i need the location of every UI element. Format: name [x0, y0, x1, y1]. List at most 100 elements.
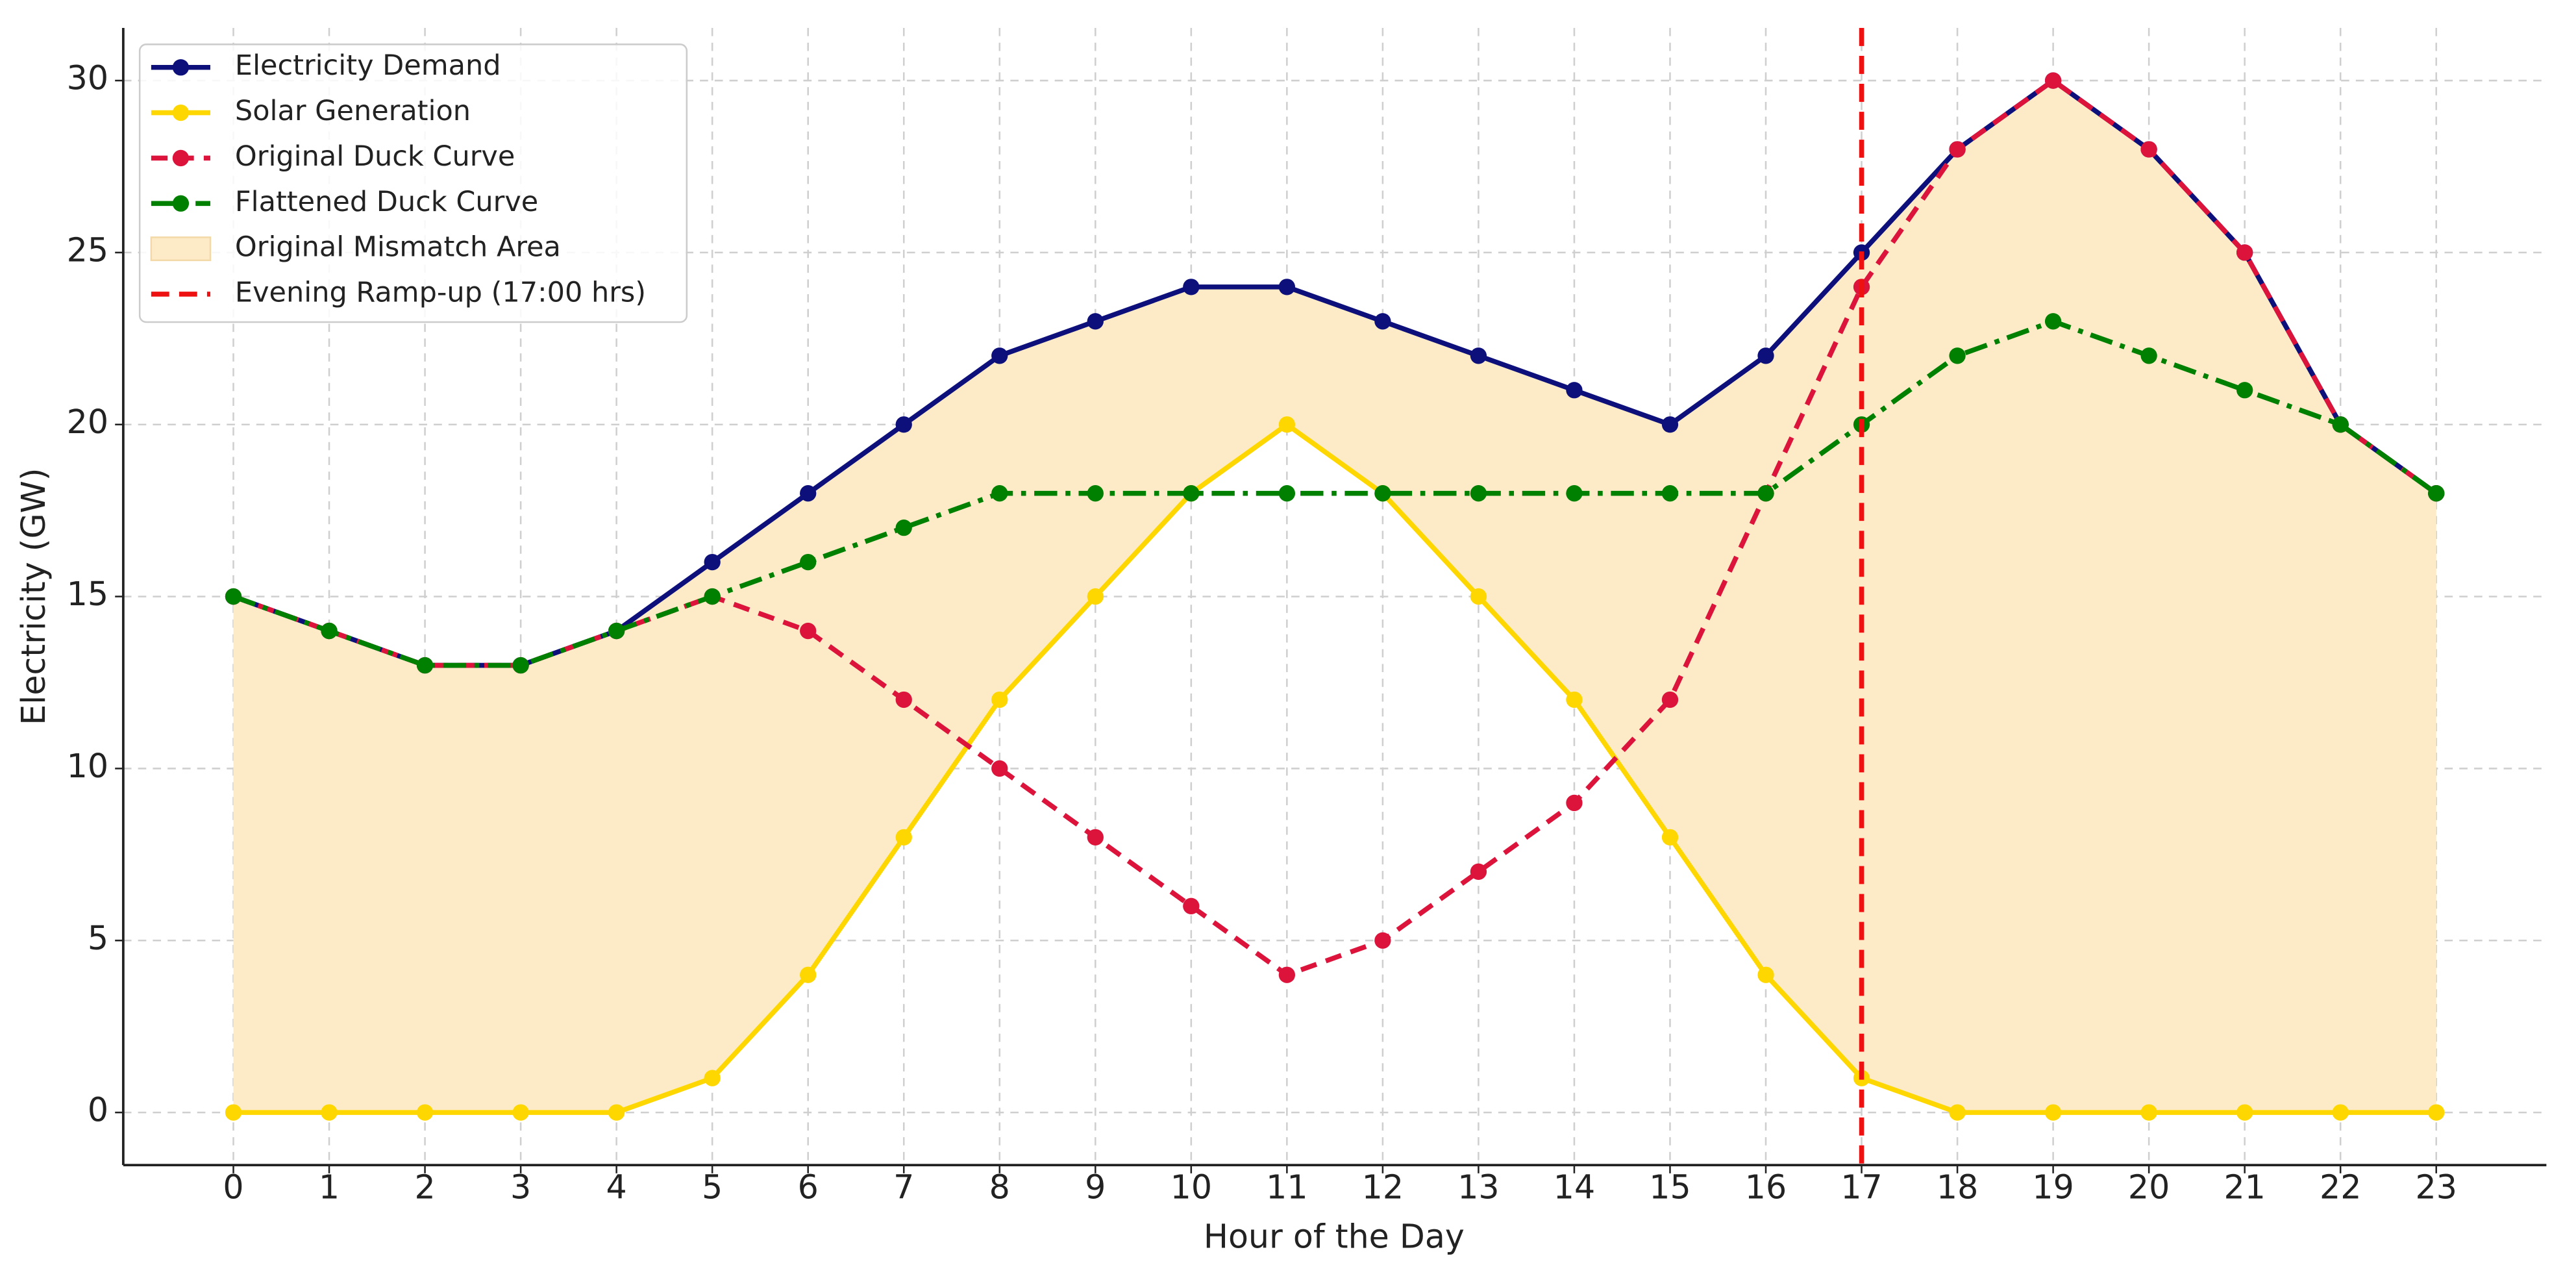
- legend-label: Evening Ramp-up (17:00 hrs): [235, 276, 646, 308]
- legend-label: Electricity Demand: [235, 49, 501, 82]
- legend-swatch: [150, 236, 212, 262]
- point: [1374, 313, 1391, 330]
- x-tick-label: 11: [1266, 1168, 1307, 1207]
- x-tick-label: 10: [1170, 1168, 1212, 1207]
- y-tick-label: 10: [67, 747, 108, 785]
- legend-label: Original Duck Curve: [235, 140, 515, 173]
- point: [1566, 794, 1583, 812]
- x-tick-label: 15: [1649, 1168, 1690, 1207]
- point: [608, 1104, 625, 1121]
- point: [895, 519, 912, 536]
- legend-marker: [172, 195, 190, 212]
- point: [895, 416, 912, 433]
- y-tick-label: 25: [67, 231, 108, 269]
- point: [1661, 691, 1679, 708]
- point: [512, 657, 529, 674]
- point: [1278, 279, 1296, 295]
- point: [1661, 829, 1679, 846]
- point: [2044, 1104, 2062, 1121]
- x-tick-label: 14: [1554, 1168, 1595, 1207]
- point: [2044, 313, 2062, 330]
- point: [2236, 244, 2253, 261]
- x-tick-label: 4: [606, 1168, 627, 1207]
- x-tick-label: 17: [1840, 1168, 1882, 1207]
- legend-marker: [172, 104, 190, 121]
- point: [1661, 485, 1679, 502]
- series-line: [232, 77, 2438, 978]
- point: [321, 622, 338, 640]
- point: [991, 485, 1008, 502]
- point: [1087, 485, 1104, 502]
- point: [225, 1104, 242, 1121]
- point: [1278, 416, 1296, 433]
- legend-label: Solar Generation: [235, 95, 471, 127]
- legend-marker: [172, 59, 190, 76]
- x-tick-label: 8: [989, 1168, 1010, 1207]
- point: [800, 622, 817, 640]
- x-tick-label: 2: [414, 1168, 435, 1207]
- point: [2236, 382, 2253, 399]
- point: [1949, 347, 1966, 364]
- x-tick-label: 5: [702, 1168, 723, 1207]
- x-axis-label: Hour of the Day: [1204, 1218, 1465, 1256]
- point: [704, 553, 721, 571]
- point: [2140, 141, 2157, 158]
- point: [2332, 1104, 2349, 1121]
- point: [1757, 485, 1774, 502]
- x-tick-label: 16: [1745, 1168, 1787, 1207]
- mismatch-area: [233, 81, 2436, 1113]
- x-tick-label: 22: [2320, 1168, 2361, 1207]
- y-tick-label: 15: [67, 575, 108, 613]
- point: [1183, 897, 1200, 914]
- point: [321, 1104, 338, 1121]
- x-tick-label: 12: [1362, 1168, 1404, 1207]
- point: [1661, 416, 1679, 433]
- point: [2044, 72, 2062, 89]
- point: [2140, 347, 2157, 364]
- point: [800, 966, 817, 983]
- x-tick-label: 13: [1457, 1168, 1499, 1207]
- point: [2236, 1104, 2253, 1121]
- x-tick-label: 20: [2128, 1168, 2170, 1207]
- point: [512, 1104, 529, 1121]
- point: [991, 691, 1008, 708]
- point: [1183, 485, 1200, 502]
- y-tick-label: 30: [67, 59, 108, 97]
- point: [1183, 279, 1200, 295]
- point: [1470, 863, 1487, 880]
- legend-box: [138, 44, 688, 323]
- x-tick-label: 19: [2032, 1168, 2074, 1207]
- point: [704, 1070, 721, 1086]
- x-tick-label: 21: [2223, 1168, 2265, 1207]
- x-tick-label: 1: [319, 1168, 340, 1207]
- legend-marker: [172, 149, 190, 167]
- point: [2428, 485, 2445, 502]
- x-tick-label: 7: [893, 1168, 914, 1207]
- point: [1757, 966, 1774, 983]
- point: [1949, 141, 1966, 158]
- point: [225, 588, 242, 605]
- point: [1757, 347, 1774, 364]
- legend-label: Original Mismatch Area: [235, 231, 561, 264]
- point: [800, 553, 817, 571]
- y-tick-label: 5: [88, 919, 108, 957]
- y-axis-label: Electricity (GW): [14, 468, 53, 725]
- point: [1566, 382, 1583, 399]
- point: [1374, 485, 1391, 502]
- point: [991, 760, 1008, 777]
- x-tick-label: 9: [1085, 1168, 1106, 1207]
- point: [608, 622, 625, 640]
- point: [895, 691, 912, 708]
- point: [1566, 485, 1583, 502]
- point: [1470, 347, 1487, 364]
- x-tick-label: 0: [223, 1168, 243, 1207]
- point: [1278, 485, 1296, 502]
- point: [2332, 416, 2349, 433]
- series-line: [233, 421, 2436, 1115]
- point: [704, 588, 721, 605]
- point: [416, 657, 434, 674]
- x-tick-label: 18: [1937, 1168, 1978, 1207]
- point: [1566, 691, 1583, 708]
- x-tick-label: 23: [2416, 1168, 2457, 1207]
- point: [1087, 829, 1104, 846]
